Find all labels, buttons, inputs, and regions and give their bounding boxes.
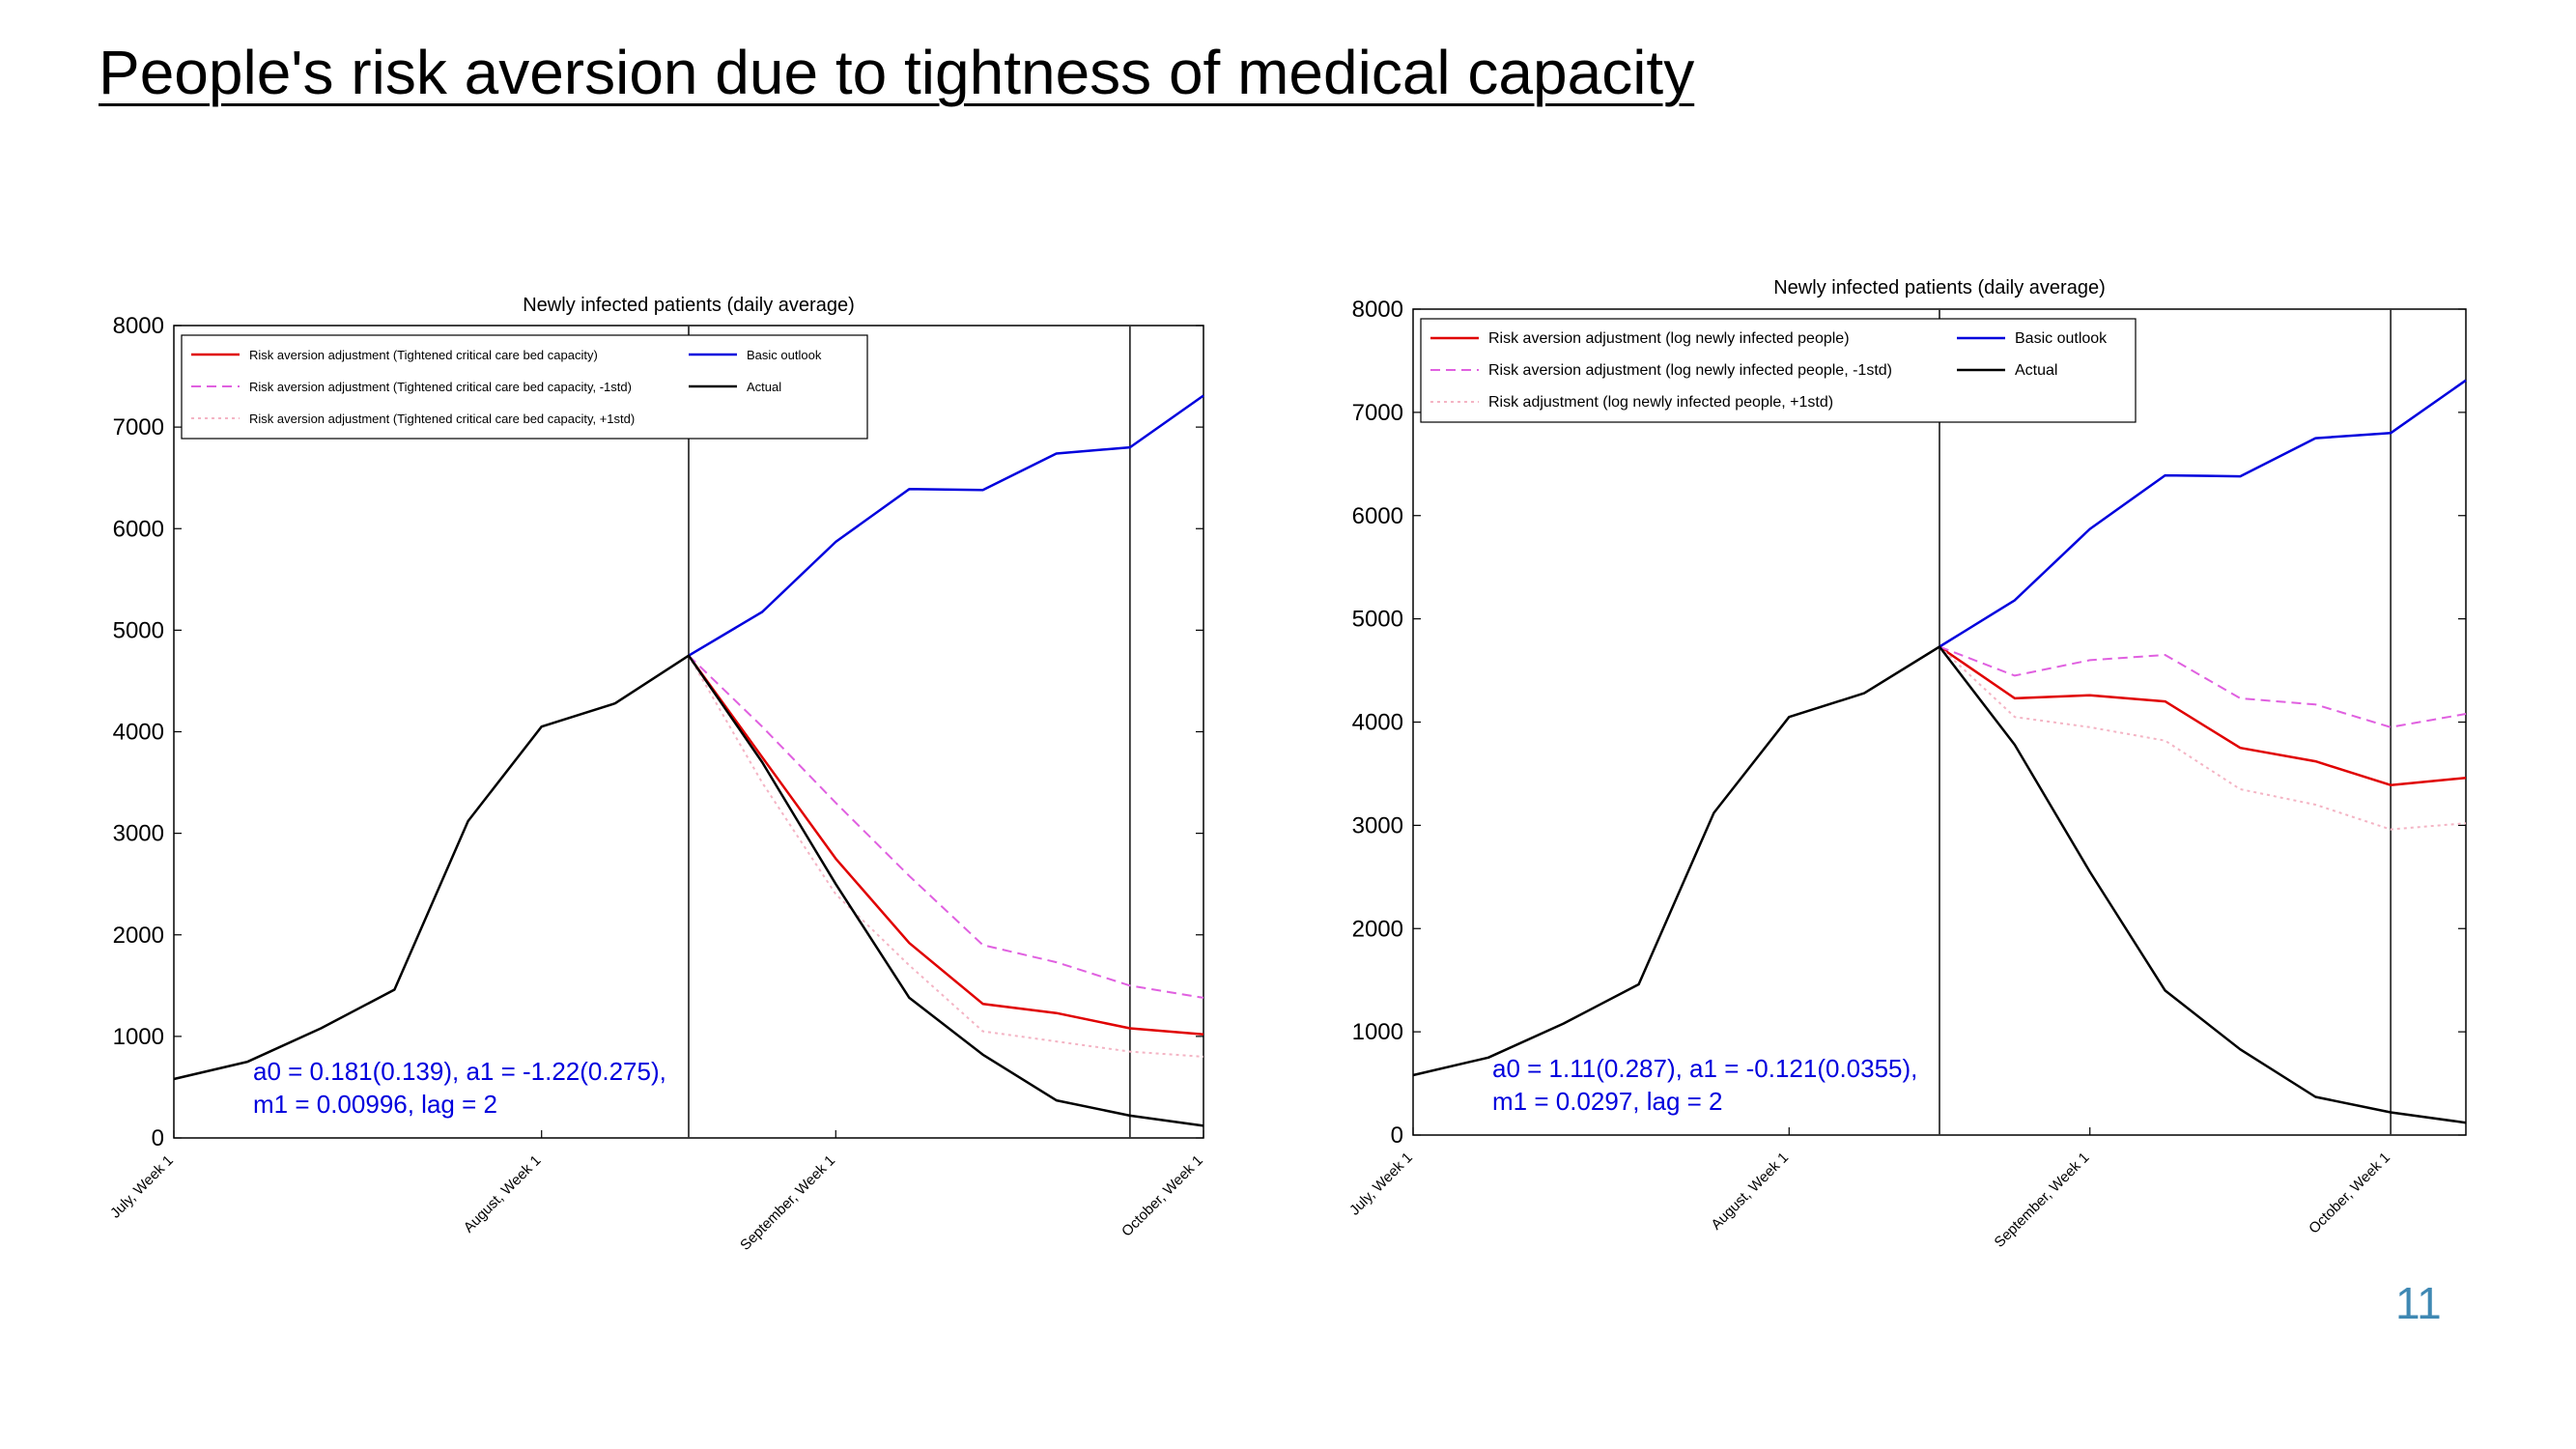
chart-left: Newly infected patients (daily average) 0… [107, 295, 1206, 1254]
y-tick-label: 3000 [1352, 812, 1403, 838]
legend-label: Risk adjustment (log newly infected peop… [1488, 394, 1833, 411]
coefficient-annotation: m1 = 0.0297, lag = 2 [1492, 1087, 1723, 1116]
y-tick-label: 0 [1391, 1122, 1403, 1149]
y-tick-label: 8000 [1352, 297, 1403, 323]
series-line [688, 655, 1204, 1058]
series-line [1412, 645, 2467, 1124]
legend-label: Actual [2015, 362, 2057, 379]
coefficient-annotation: m1 = 0.00996, lag = 2 [253, 1090, 497, 1119]
series-line [173, 654, 1204, 1127]
y-tick-label: 4000 [1352, 710, 1403, 736]
legend-box [181, 334, 868, 440]
y-tick-label: 4000 [113, 720, 164, 746]
series-line [1939, 645, 2467, 786]
coefficient-annotation: a0 = 1.11(0.287), a1 = -0.121(0.0355), [1492, 1054, 1917, 1083]
y-tick-label: 1000 [1352, 1019, 1403, 1045]
y-tick-label: 3000 [113, 821, 164, 847]
y-tick-label: 5000 [113, 617, 164, 643]
legend-label: Basic outlook [747, 348, 822, 362]
x-tick-label: August, Week 1 [461, 1152, 545, 1236]
legend: Risk aversion adjustment (log newly infe… [1420, 318, 2137, 423]
page-number: 11 [2395, 1278, 2442, 1328]
y-tick-label: 2000 [113, 923, 164, 949]
series-line [1939, 645, 2467, 831]
series-line [1939, 379, 2467, 648]
x-tick-label: July, Week 1 [107, 1152, 177, 1222]
x-tick-label: October, Week 1 [2306, 1150, 2393, 1237]
legend-label: Actual [747, 380, 781, 394]
legend-label: Risk aversion adjustment (log newly infe… [1488, 330, 1850, 347]
coefficient-annotation: a0 = 0.181(0.139), a1 = -1.22(0.275), [253, 1057, 666, 1086]
y-tick-label: 2000 [1352, 916, 1403, 942]
legend-label: Risk aversion adjustment (log newly infe… [1488, 362, 1892, 379]
legend: Risk aversion adjustment (Tightened crit… [181, 334, 868, 440]
y-tick-label: 5000 [1352, 607, 1403, 633]
series-line [1939, 645, 2467, 728]
y-tick-label: 1000 [113, 1024, 164, 1050]
chart-right: Newly infected patients (daily average) 0… [1346, 277, 2467, 1251]
y-tick-label: 6000 [1352, 503, 1403, 529]
x-tick-label: October, Week 1 [1118, 1152, 1206, 1240]
legend-label: Risk aversion adjustment (Tightened crit… [249, 348, 598, 362]
slide-title: People's risk aversion due to tightness … [99, 38, 1695, 107]
y-tick-label: 8000 [113, 313, 164, 339]
series-line [688, 654, 1204, 999]
legend-label: Basic outlook [2015, 330, 2108, 347]
series-line [688, 394, 1204, 657]
legend-box [1420, 318, 2137, 423]
chart-title: Newly infected patients (daily average) [1773, 277, 2106, 298]
x-tick-label: July, Week 1 [1346, 1150, 1416, 1219]
series-line [687, 654, 1204, 1037]
x-tick-label: September, Week 1 [737, 1152, 838, 1254]
y-tick-label: 0 [152, 1125, 164, 1151]
y-tick-label: 7000 [113, 414, 164, 440]
x-tick-label: August, Week 1 [1708, 1150, 1792, 1234]
chart-title: Newly infected patients (daily average) [523, 295, 855, 316]
x-tick-label: September, Week 1 [1992, 1150, 2093, 1251]
y-tick-label: 6000 [113, 516, 164, 542]
legend-label: Risk aversion adjustment (Tightened crit… [249, 380, 632, 394]
legend-label: Risk aversion adjustment (Tightened crit… [249, 412, 635, 426]
y-tick-label: 7000 [1352, 400, 1403, 426]
